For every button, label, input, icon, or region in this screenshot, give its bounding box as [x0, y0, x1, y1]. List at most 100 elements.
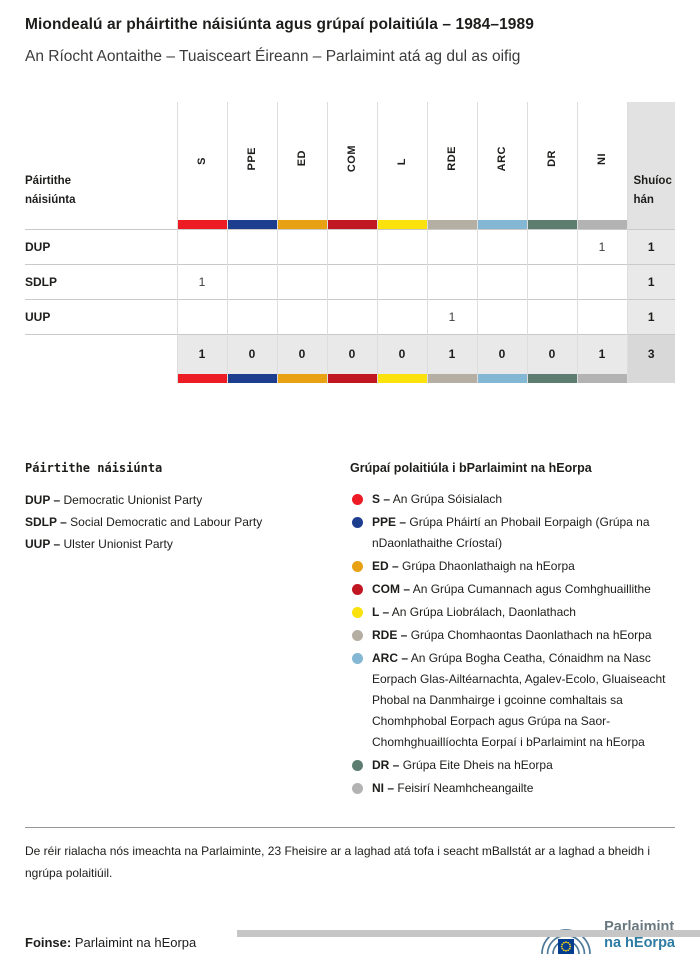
legend-group-item: DR – Grúpa Eite Dheis na hEorpa — [350, 755, 675, 776]
results-table: Páirtithe náisiúnta S PPE ED COM L RDE A… — [25, 102, 675, 383]
group-color-dot — [352, 584, 363, 595]
band-segment-ed — [276, 220, 327, 229]
band-segment-rde — [426, 374, 477, 383]
cell — [476, 298, 527, 334]
band-segment-arc — [476, 220, 527, 229]
table-header-row: Páirtithe náisiúnta S PPE ED COM L RDE A… — [25, 102, 675, 220]
band-segment-l — [376, 220, 427, 229]
column-header-dr: DR — [526, 102, 577, 220]
total-cell: 0 — [376, 333, 427, 374]
column-header-ed: ED — [276, 102, 327, 220]
legend-groups-title: Grúpaí polaitiúla i bParlaimint na hEorp… — [350, 461, 592, 475]
total-cell: 0 — [526, 333, 577, 374]
source-label: Foinse: — [25, 935, 72, 950]
cell — [576, 263, 627, 299]
source-value: Parlaimint na hEorpa — [74, 935, 197, 950]
party-name: UUP — [25, 298, 177, 334]
seats-cell: 1 — [626, 263, 675, 299]
cell: 1 — [576, 228, 627, 264]
seats-cell: 1 — [626, 228, 675, 264]
cell — [526, 228, 577, 264]
band-spacer — [25, 374, 177, 383]
band-segment-com — [326, 374, 377, 383]
band-spacer — [25, 220, 177, 229]
band-segment-dr — [526, 374, 577, 383]
cell — [176, 228, 227, 264]
cell — [526, 298, 577, 334]
source-line: Foinse: Parlaimint na hEorpa — [25, 935, 196, 956]
group-color-band-bottom — [25, 374, 675, 383]
band-segment-ppe — [226, 220, 277, 229]
band-segment-ni — [576, 374, 627, 383]
legend-group-item: S – An Grúpa Sóisialach — [350, 489, 675, 510]
total-cell: 1 — [176, 333, 227, 374]
party-name: DUP — [25, 228, 177, 264]
cell — [426, 228, 477, 264]
total-seats-cell: 3 — [626, 333, 675, 374]
band-segment-rde — [426, 220, 477, 229]
eu-flag-icon — [558, 939, 575, 954]
page-subtitle: An Ríocht Aontaithe – Tuaisceart Éireann… — [25, 48, 521, 65]
legend-group-item: ARC – An Grúpa Bogha Ceatha, Cónaidhm na… — [350, 648, 675, 753]
legend-group-item: ED – Grúpa Dhaonlathaigh na hEorpa — [350, 556, 675, 577]
band-segment-l — [376, 374, 427, 383]
legend-group-item: L – An Grúpa Liobrálach, Daonlathach — [350, 602, 675, 623]
total-cell: 1 — [576, 333, 627, 374]
band-segment-s — [176, 220, 227, 229]
band-segment-ed — [276, 374, 327, 383]
cell — [376, 228, 427, 264]
totals-row: 1 0 0 0 0 1 0 0 1 3 — [25, 333, 675, 374]
table-row-uup: UUP 1 1 — [25, 298, 675, 334]
cell — [476, 228, 527, 264]
band-segment-ni — [576, 220, 627, 229]
cell — [326, 263, 377, 299]
legend-group-item: COM – An Grúpa Cumannach agus Comhghuail… — [350, 579, 675, 600]
group-color-dot — [352, 760, 363, 771]
total-cell: 0 — [226, 333, 277, 374]
group-color-dot — [352, 607, 363, 618]
cell: 1 — [426, 298, 477, 334]
column-header-l: L — [376, 102, 427, 220]
cell — [226, 228, 277, 264]
cell — [176, 298, 227, 334]
legend: Páirtithe náisiúnta DUP – Democratic Uni… — [25, 461, 675, 801]
cell: 1 — [176, 263, 227, 299]
page-title: Miondealú ar pháirtithe náisiúnta agus g… — [25, 16, 534, 33]
cell — [576, 298, 627, 334]
cell — [476, 263, 527, 299]
band-segment-s — [176, 374, 227, 383]
column-header-rde: RDE — [426, 102, 477, 220]
band-segment-ppe — [226, 374, 277, 383]
legend-group-item: RDE – Grúpa Chomhaontas Daonlathach na h… — [350, 625, 675, 646]
legend-group-item: PPE – Grúpa Pháirtí an Phobail Eorpaigh … — [350, 512, 675, 554]
group-color-dot — [352, 653, 363, 664]
legend-groups: Grúpaí polaitiúla i bParlaimint na hEorp… — [350, 461, 675, 801]
group-color-dot — [352, 517, 363, 528]
column-header-arc: ARC — [476, 102, 527, 220]
total-cell: 1 — [426, 333, 477, 374]
group-color-dot — [352, 783, 363, 794]
band-segment-arc — [476, 374, 527, 383]
cell — [276, 228, 327, 264]
row-group-header: Páirtithe náisiúnta — [25, 102, 177, 220]
column-header-ni: NI — [576, 102, 627, 220]
group-color-dot — [352, 630, 363, 641]
table-row-sdlp: SDLP 1 1 — [25, 263, 675, 299]
legend-parties-title: Páirtithe náisiúnta — [25, 461, 163, 475]
seats-cell: 1 — [626, 298, 675, 334]
band-segment-dr — [526, 220, 577, 229]
cell — [326, 228, 377, 264]
note-text: De réir rialacha nós imeachta na Parlaim… — [25, 844, 651, 880]
horizontal-scrollbar-thumb[interactable] — [237, 930, 700, 937]
cell — [276, 263, 327, 299]
cell — [376, 263, 427, 299]
party-name: SDLP — [25, 263, 177, 299]
total-cell: 0 — [326, 333, 377, 374]
legend-party-item: SDLP – Social Democratic and Labour Part… — [25, 515, 263, 529]
legend-group-item: NI – Feisirí Neamhcheangailte — [350, 778, 675, 799]
band-segment-com — [326, 220, 377, 229]
cell — [526, 263, 577, 299]
cell — [376, 298, 427, 334]
cell — [226, 263, 277, 299]
